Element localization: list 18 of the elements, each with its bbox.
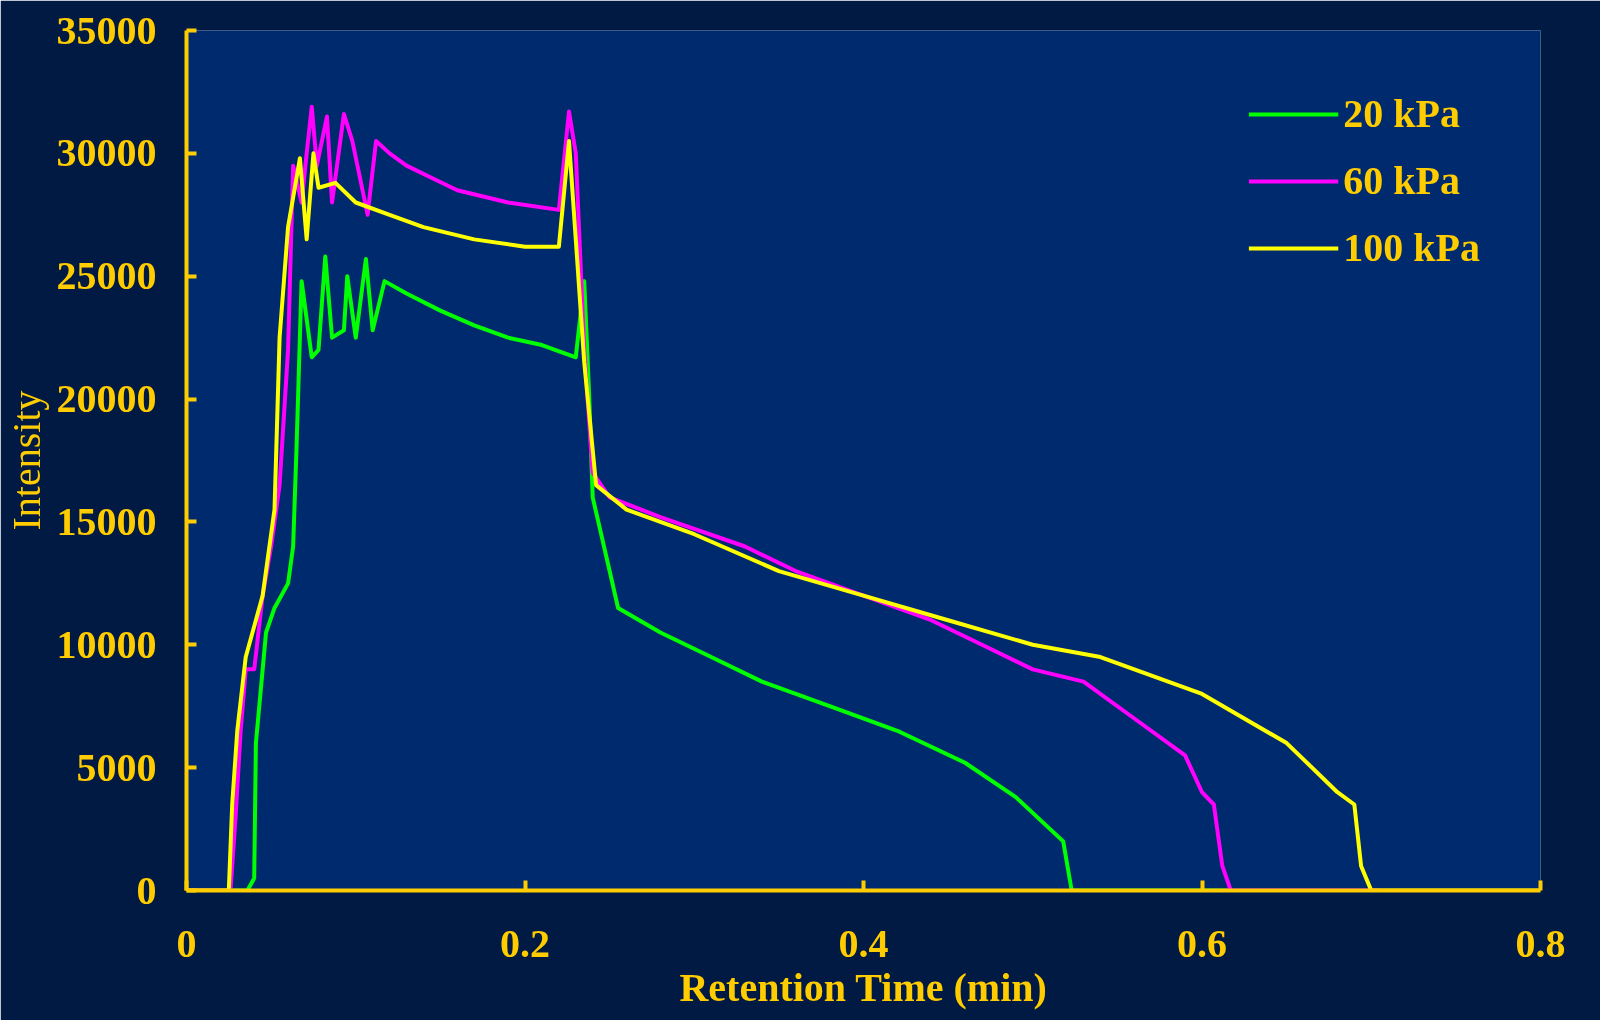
legend-label: 100 kPa [1343, 224, 1480, 271]
y-tick-label: 15000 [56, 498, 157, 544]
x-tick-label: 0.8 [1515, 920, 1566, 966]
legend-label: 20 kPa [1343, 90, 1460, 137]
y-tick-label: 5000 [76, 744, 157, 790]
x-axis-title: Retention Time (min) [679, 964, 1047, 1010]
x-tick-label: 0.4 [838, 920, 889, 966]
x-tick-label: 0 [176, 920, 197, 966]
y-tick-label: 20000 [56, 376, 157, 422]
y-tick-label: 35000 [56, 7, 157, 53]
y-tick-label: 25000 [56, 253, 157, 299]
y-tick-label: 10000 [56, 621, 157, 667]
x-tick-label: 0.6 [1177, 920, 1227, 966]
x-tick-label: 0.2 [500, 920, 550, 966]
y-tick-label: 0 [136, 867, 157, 913]
y-tick-label: 30000 [56, 130, 157, 176]
y-axis-title: Intensity [3, 390, 49, 531]
legend-label: 60 kPa [1343, 157, 1460, 204]
